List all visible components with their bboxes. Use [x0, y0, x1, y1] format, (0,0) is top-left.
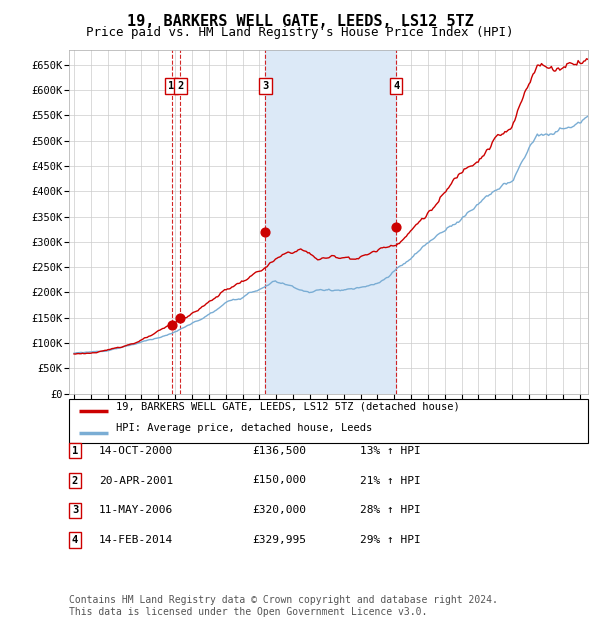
Bar: [265, 50, 396, 394]
Text: 2: 2: [177, 81, 184, 91]
Text: £136,500: £136,500: [252, 446, 306, 456]
Point: [391, 222, 401, 232]
FancyBboxPatch shape: [69, 399, 588, 443]
Point: [167, 320, 176, 330]
Text: £320,000: £320,000: [252, 505, 306, 515]
Text: 4: 4: [72, 535, 78, 545]
Point: [176, 313, 185, 323]
Text: 3: 3: [72, 505, 78, 515]
Text: 29% ↑ HPI: 29% ↑ HPI: [360, 535, 421, 545]
Text: Contains HM Land Registry data © Crown copyright and database right 2024.
This d: Contains HM Land Registry data © Crown c…: [69, 595, 498, 617]
Text: HPI: Average price, detached house, Leeds: HPI: Average price, detached house, Leed…: [116, 423, 372, 433]
Text: 2: 2: [72, 476, 78, 485]
Text: 4: 4: [393, 81, 400, 91]
Text: 21% ↑ HPI: 21% ↑ HPI: [360, 476, 421, 485]
Text: 11-MAY-2006: 11-MAY-2006: [99, 505, 173, 515]
Text: Price paid vs. HM Land Registry's House Price Index (HPI): Price paid vs. HM Land Registry's House …: [86, 26, 514, 39]
Point: [260, 227, 270, 237]
Text: 13% ↑ HPI: 13% ↑ HPI: [360, 446, 421, 456]
Text: 28% ↑ HPI: 28% ↑ HPI: [360, 505, 421, 515]
Text: 14-OCT-2000: 14-OCT-2000: [99, 446, 173, 456]
Text: 19, BARKERS WELL GATE, LEEDS, LS12 5TZ: 19, BARKERS WELL GATE, LEEDS, LS12 5TZ: [127, 14, 473, 29]
Text: £150,000: £150,000: [252, 476, 306, 485]
Text: 20-APR-2001: 20-APR-2001: [99, 476, 173, 485]
Text: £329,995: £329,995: [252, 535, 306, 545]
Text: 3: 3: [262, 81, 269, 91]
Text: 14-FEB-2014: 14-FEB-2014: [99, 535, 173, 545]
Text: 19, BARKERS WELL GATE, LEEDS, LS12 5TZ (detached house): 19, BARKERS WELL GATE, LEEDS, LS12 5TZ (…: [116, 401, 460, 411]
Text: 1: 1: [169, 81, 175, 91]
Text: 1: 1: [72, 446, 78, 456]
